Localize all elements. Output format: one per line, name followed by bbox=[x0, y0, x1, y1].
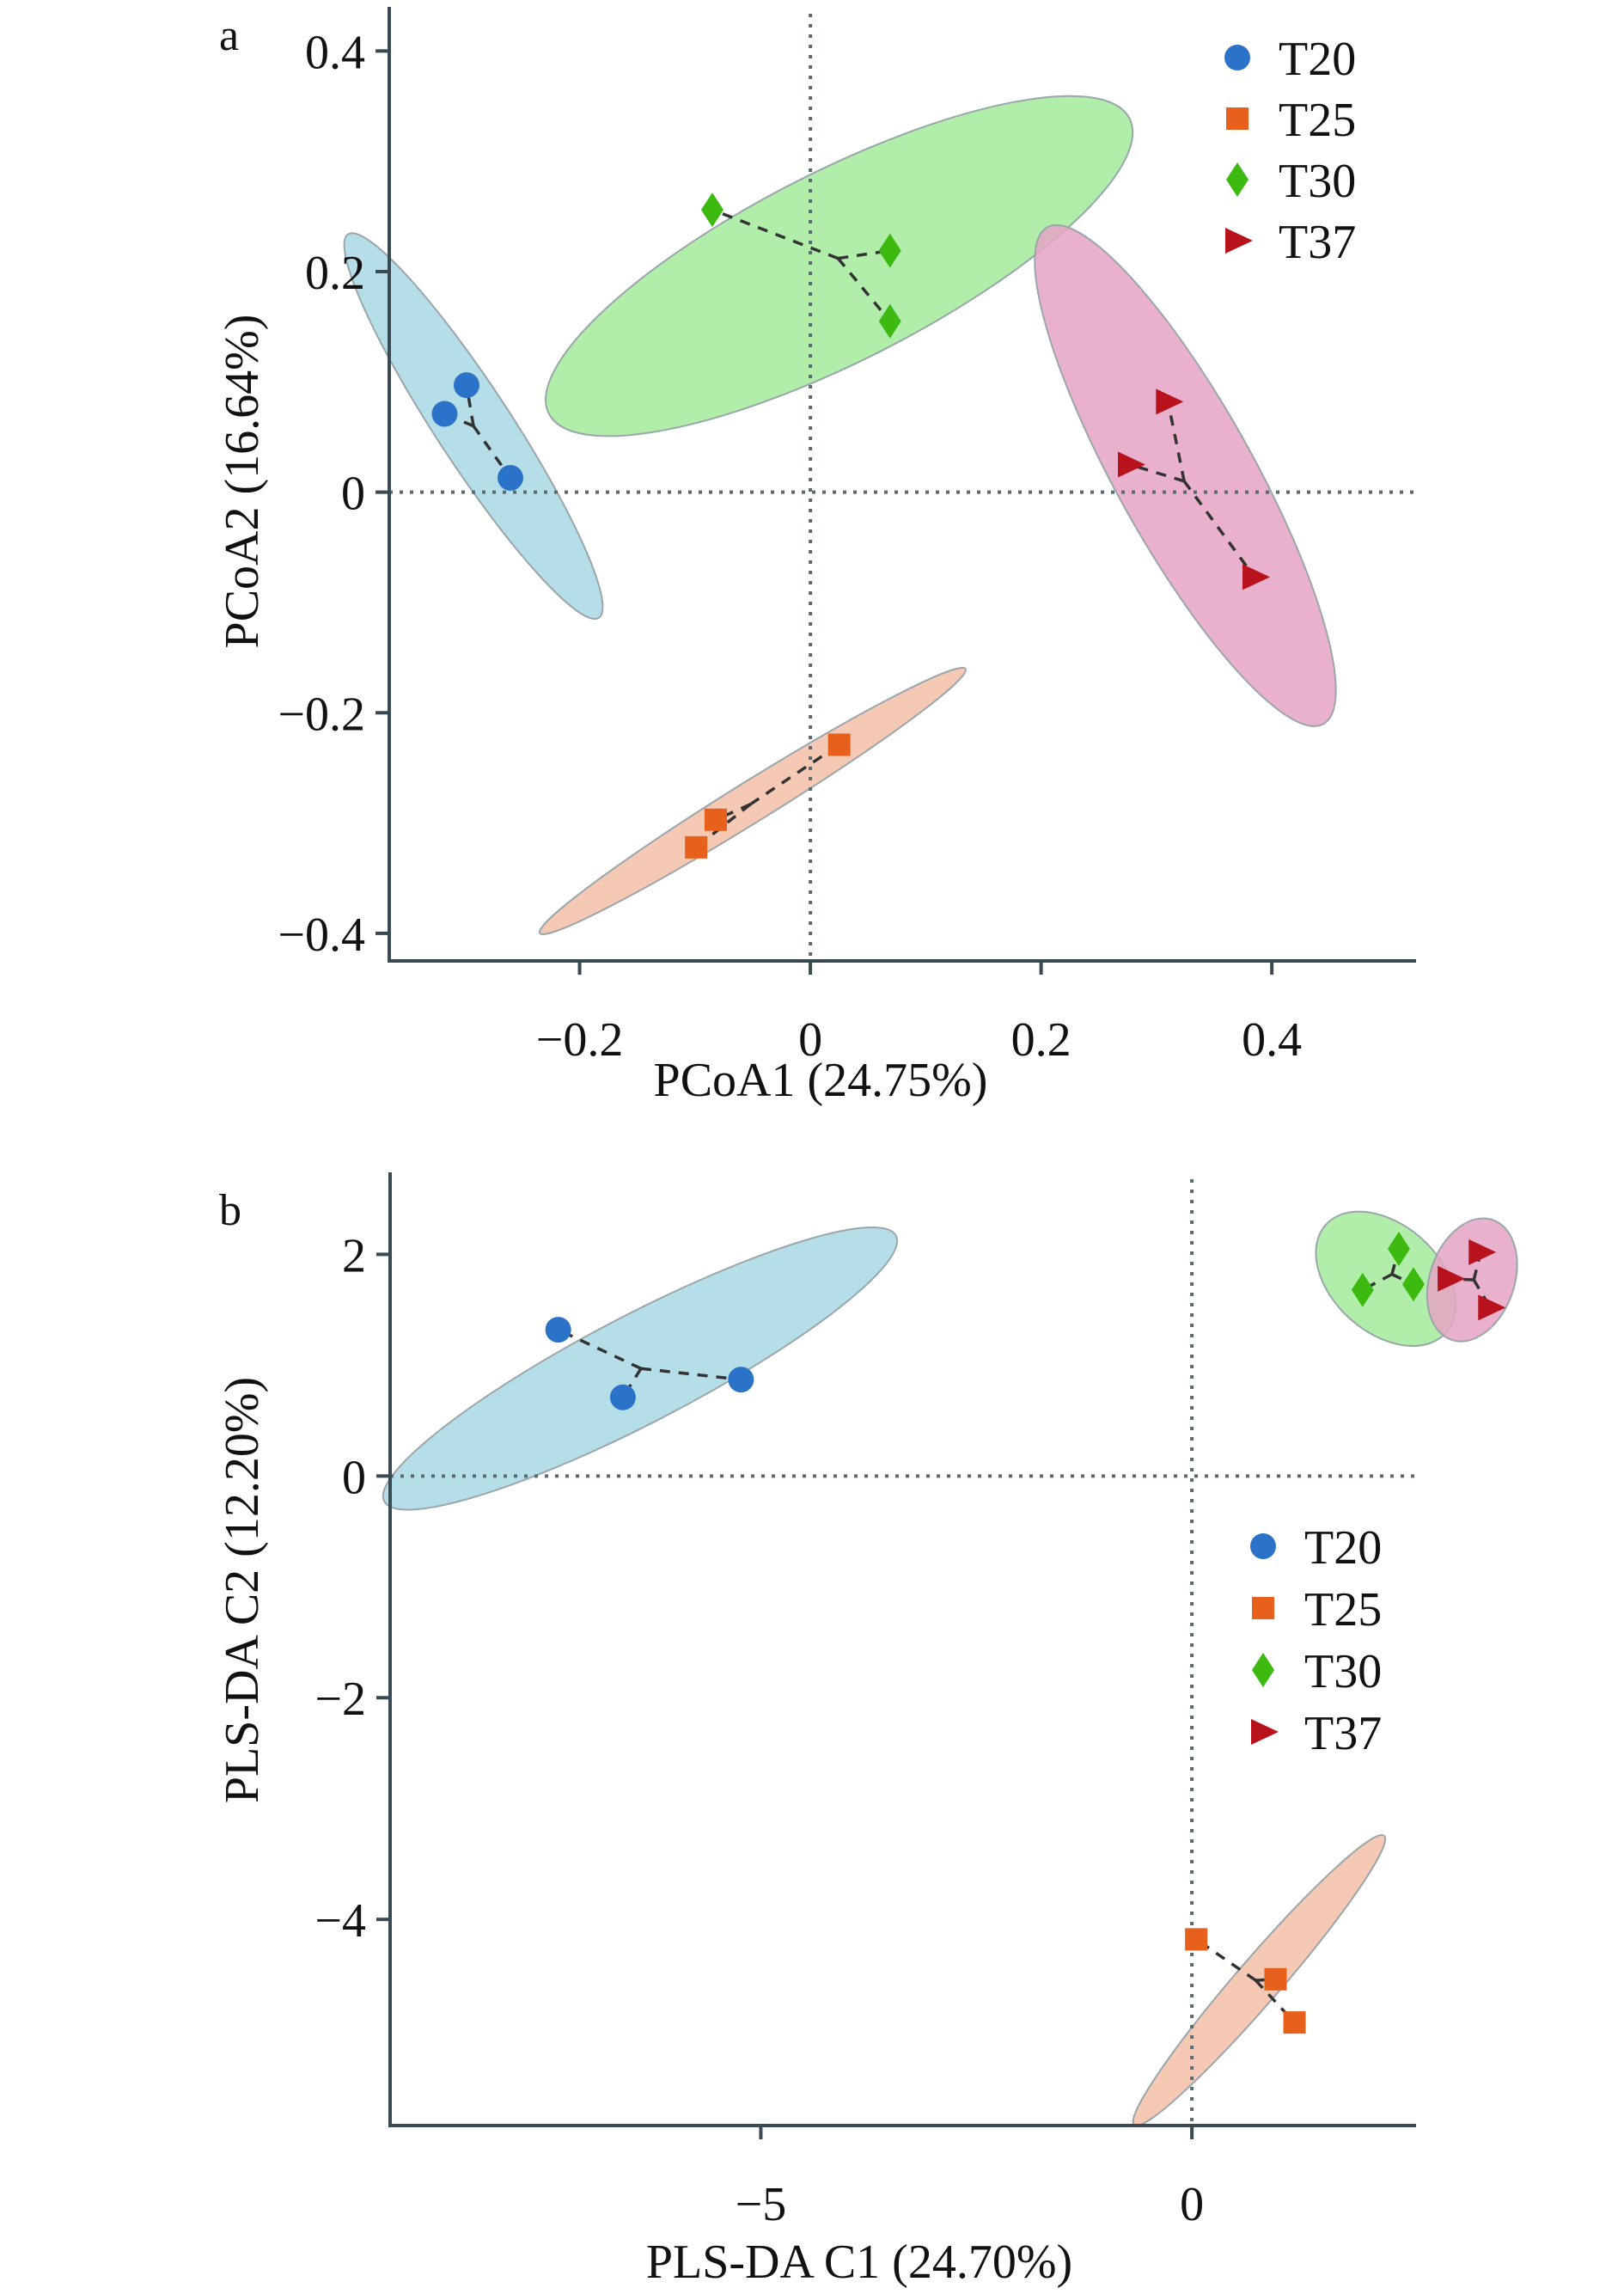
legend-marker-diamond bbox=[1226, 162, 1249, 197]
data-point-t37 bbox=[1468, 1239, 1497, 1265]
spider-line-t37 bbox=[1166, 401, 1186, 482]
x-axis-title: PLS-DA C1 (24.70%) bbox=[646, 2236, 1072, 2289]
spider-line-t30 bbox=[836, 257, 892, 322]
legend-marker-circle bbox=[1224, 45, 1250, 70]
y-tick-label: 0 bbox=[341, 468, 365, 521]
x-tick-label: 0.2 bbox=[1011, 1013, 1071, 1067]
legend-item-t37: T37 bbox=[1225, 216, 1356, 269]
legend-marker-square bbox=[1252, 1597, 1274, 1619]
spider-line-t20 bbox=[640, 1367, 742, 1381]
legend-label: T37 bbox=[1279, 216, 1356, 269]
data-point-t30 bbox=[1351, 1272, 1374, 1307]
axes-frame bbox=[388, 1172, 1416, 2127]
y-ticks: −0.4 −0.2 0 0.2 0.4 bbox=[278, 26, 389, 962]
legend-marker-triangle-right bbox=[1225, 228, 1253, 254]
y-tick-label: −4 bbox=[314, 1894, 366, 1948]
legend-item-t25: T25 bbox=[1226, 94, 1356, 147]
data-point-t25 bbox=[1264, 1967, 1287, 1991]
data-point-t25 bbox=[704, 808, 727, 831]
legend-label: T30 bbox=[1304, 1645, 1382, 1698]
legend-marker-diamond bbox=[1252, 1653, 1274, 1687]
spider-line-t30 bbox=[711, 208, 839, 260]
x-tick-label: −5 bbox=[736, 2178, 787, 2231]
y-ticks: −4 −2 0 2 bbox=[314, 1229, 390, 1948]
data-point-t30 bbox=[1401, 1267, 1425, 1302]
y-tick-label: 0.2 bbox=[305, 247, 365, 300]
axes-frame bbox=[388, 7, 1416, 963]
legend-label: T25 bbox=[1304, 1583, 1382, 1636]
legend-item-t20: T20 bbox=[1250, 1521, 1382, 1575]
data-point-t20 bbox=[497, 464, 523, 491]
legend-label: T20 bbox=[1279, 33, 1356, 86]
data-point-t20 bbox=[545, 1317, 571, 1343]
y-tick-label: 0 bbox=[342, 1451, 366, 1504]
data-point-t25 bbox=[1283, 2011, 1306, 2034]
legend-label: T25 bbox=[1279, 94, 1356, 147]
x-tick-label: 0 bbox=[1180, 2178, 1204, 2231]
x-ticks: −5 0 bbox=[736, 2126, 1204, 2231]
data-point-t20 bbox=[453, 372, 479, 399]
data-point-t37 bbox=[1478, 1294, 1506, 1321]
x-ticks: −0.2 0 0.2 0.4 bbox=[536, 961, 1302, 1067]
data-point-t30 bbox=[1387, 1231, 1410, 1266]
points-layer bbox=[545, 1231, 1506, 2034]
legend-item-t30: T30 bbox=[1226, 155, 1356, 208]
data-point-t30 bbox=[878, 303, 901, 339]
confidence-ellipse-t30 bbox=[545, 95, 1134, 437]
y-axis-title: PLS-DA C2 (12.20%) bbox=[216, 1377, 269, 1803]
spider-line-t20 bbox=[465, 384, 475, 426]
legend-label: T30 bbox=[1279, 155, 1356, 208]
data-point-t37 bbox=[1242, 564, 1271, 590]
x-tick-label: −0.2 bbox=[536, 1013, 624, 1067]
data-point-t25 bbox=[1185, 1928, 1208, 1951]
y-tick-label: 0.4 bbox=[305, 26, 365, 79]
legend-label: T20 bbox=[1304, 1521, 1382, 1575]
y-axis-title: PCoA2 (16.64%) bbox=[216, 315, 269, 649]
data-point-t25 bbox=[827, 733, 851, 756]
legend-marker-circle bbox=[1250, 1533, 1276, 1559]
legend-item-t37: T37 bbox=[1251, 1707, 1382, 1760]
data-point-t20 bbox=[431, 401, 458, 427]
panel-a: −0.2 0 0.2 0.4 −0.4 −0.2 0 0.2 0.4 a PCoA1 (24.… bbox=[216, 7, 1416, 1107]
x-axis-title: PCoA1 (24.75%) bbox=[654, 1054, 988, 1107]
spider-line-t37 bbox=[1182, 480, 1256, 578]
y-tick-label: −2 bbox=[314, 1673, 366, 1726]
spider-line-t25 bbox=[715, 803, 751, 822]
y-tick-label: −0.2 bbox=[278, 688, 365, 741]
confidence-ellipse-t37 bbox=[1034, 223, 1337, 727]
x-tick-label: 0.4 bbox=[1242, 1013, 1302, 1067]
legend: T20 T25 T30 T37 bbox=[1250, 1521, 1382, 1760]
data-point-t37 bbox=[1118, 451, 1146, 478]
data-point-t20 bbox=[609, 1384, 636, 1410]
panel-label: a bbox=[219, 11, 239, 60]
y-tick-label: −0.4 bbox=[278, 908, 365, 962]
legend-marker-triangle-right bbox=[1251, 1719, 1279, 1745]
y-tick-label: 2 bbox=[342, 1229, 366, 1282]
legend-marker-square bbox=[1226, 107, 1249, 130]
points-layer bbox=[431, 193, 1271, 859]
legend-item-t30: T30 bbox=[1252, 1645, 1382, 1698]
legend: T20 T25 T30 T37 bbox=[1224, 33, 1356, 269]
data-point-t30 bbox=[878, 233, 901, 268]
legend-label: T37 bbox=[1304, 1707, 1382, 1760]
data-point-t30 bbox=[700, 193, 723, 228]
data-point-t37 bbox=[1438, 1265, 1466, 1292]
panel-label: b bbox=[219, 1186, 241, 1235]
x-tick-label: 0 bbox=[798, 1013, 822, 1067]
ellipse-layer bbox=[343, 95, 1337, 935]
data-point-t37 bbox=[1156, 388, 1184, 415]
data-point-t25 bbox=[685, 835, 708, 859]
panel-b: −5 0 −4 −2 0 2 b PLS-DA C1 (24.70%) PLS-DA C… bbox=[216, 1172, 1518, 2289]
data-point-t20 bbox=[728, 1367, 754, 1393]
spider-line-t20 bbox=[557, 1328, 642, 1370]
legend-item-t25: T25 bbox=[1252, 1583, 1382, 1636]
legend-item-t20: T20 bbox=[1224, 33, 1356, 86]
